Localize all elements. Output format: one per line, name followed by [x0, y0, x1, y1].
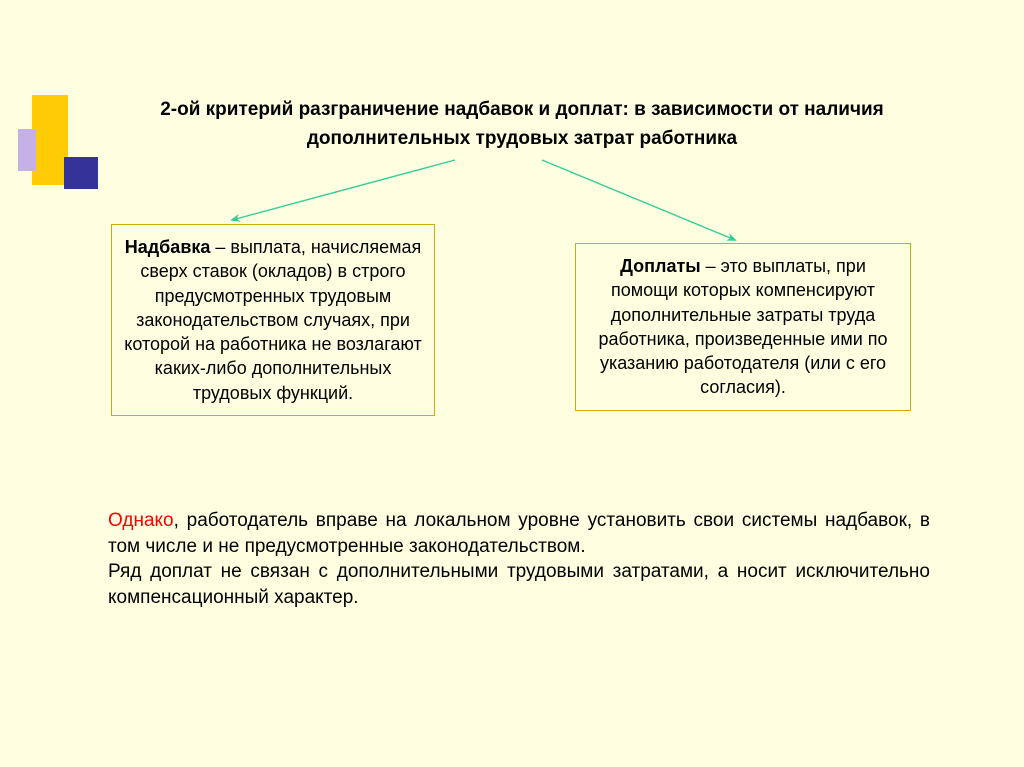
- slide-decoration: [18, 95, 88, 215]
- dec-rect-yellow: [32, 95, 68, 185]
- dec-rect-purple: [18, 129, 36, 171]
- def-doplaty: – это выплаты, при помощи которых компен…: [598, 256, 887, 397]
- arrow-left: [232, 160, 455, 220]
- footer-part2: Ряд доплат не связан с дополнительными т…: [108, 561, 930, 608]
- footer-paragraph: Однако, работодатель вправе на локальном…: [108, 508, 930, 611]
- term-doplaty: Доплаты: [620, 256, 701, 276]
- def-nadbavka: – выплата, начисляемая сверх ставок (окл…: [124, 237, 421, 403]
- arrow-right: [542, 160, 735, 240]
- footer-highlight: Однако: [108, 510, 174, 531]
- definition-box-doplaty: Доплаты – это выплаты, при помощи которы…: [575, 243, 911, 411]
- slide-title: 2-ой критерий разграничение надбавок и д…: [112, 95, 932, 154]
- term-nadbavka: Надбавка: [125, 237, 211, 257]
- footer-part1: , работодатель вправе на локальном уровн…: [108, 510, 930, 557]
- definition-box-nadbavka: Надбавка – выплата, начисляемая сверх ст…: [111, 224, 435, 416]
- dec-rect-blue: [64, 157, 98, 189]
